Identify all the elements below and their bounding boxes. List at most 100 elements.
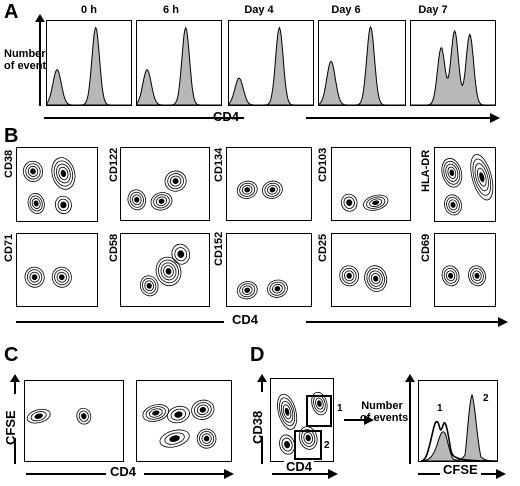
panel-d-dot-x-label: CD4: [284, 459, 315, 474]
contour-ring: [266, 279, 288, 298]
histogram-6h-plot: [137, 26, 221, 105]
contour-ring: [443, 160, 461, 185]
contour-ring: [363, 194, 389, 211]
contour-ring: [236, 180, 258, 199]
panel-b-x-arrow: [16, 317, 508, 327]
contour-ring: [373, 275, 379, 282]
marker-cd69: CD69: [420, 233, 432, 262]
contour-c-right-plot: [142, 399, 217, 449]
contour-cd122-plot: [127, 170, 187, 211]
contour-ring: [341, 267, 357, 284]
contour-ring: [269, 187, 276, 193]
contour-ring: [284, 407, 290, 416]
contour-ring: [165, 268, 172, 275]
contour-ring: [343, 196, 355, 209]
histogram-d-cfse: [418, 380, 498, 462]
contour-ring: [58, 166, 69, 181]
contour-ring: [479, 172, 485, 183]
contour-cd25-plot: [339, 265, 388, 292]
contour-ring: [199, 431, 215, 447]
contour-ring: [54, 269, 70, 286]
contour-ring: [148, 408, 163, 418]
histogram-day7-plot: [411, 29, 495, 105]
marker-cd122: CD122: [108, 147, 120, 182]
contour-ring: [364, 265, 388, 292]
contour-ring: [172, 178, 179, 185]
contour-ring: [344, 270, 355, 282]
contour-ring: [27, 165, 39, 177]
contour-cd69: [434, 233, 496, 307]
panel-c-y-label: CFSE: [3, 410, 18, 445]
marker-cd134: CD134: [213, 147, 225, 182]
panel-d-hist-y-label: Number of events: [360, 400, 408, 424]
contour-ring: [305, 434, 311, 442]
panel-d-y-label: CD38: [250, 410, 265, 444]
contour-ring: [163, 265, 174, 278]
contour-ring: [53, 160, 74, 187]
contour-ring: [139, 275, 159, 297]
contour-ring: [448, 199, 458, 211]
contour-ring: [368, 270, 383, 287]
contour-ring: [81, 413, 87, 420]
contour-ring: [267, 185, 278, 195]
hist-peak-label-1: 1: [437, 403, 443, 414]
panel-d-hist-x-label: CFSE: [440, 463, 481, 476]
contour-ring: [339, 265, 360, 287]
contour-ring: [279, 397, 296, 427]
contour-ring: [441, 265, 460, 287]
panel-letter-d: D: [250, 344, 265, 366]
contour-ring: [60, 169, 67, 178]
contour-ring: [470, 154, 494, 201]
timepoint-6h: 6 h: [163, 4, 179, 16]
contour-ring: [281, 437, 293, 452]
contour-ring: [145, 406, 166, 420]
contour-cd38: [16, 147, 98, 222]
panel-c-x-arrow: [26, 469, 234, 479]
panel-d-hist-y-label-line1: Number: [361, 400, 403, 412]
contour-ring: [78, 410, 89, 422]
contour-ring: [164, 170, 187, 192]
contour-ring: [445, 270, 456, 282]
contour-ring: [441, 158, 463, 188]
histogram-day6-plot: [319, 25, 405, 105]
contour-ring: [193, 402, 212, 418]
contour-ring: [340, 193, 358, 212]
contour-ring: [22, 160, 44, 182]
contour-ring: [239, 182, 256, 197]
contour-ring: [160, 262, 177, 281]
contour-ring: [280, 400, 294, 423]
panel-a-y-arrow: [35, 14, 45, 106]
gate-box-2: [294, 430, 322, 460]
panel-a-x-label: CD4: [213, 109, 240, 124]
contour-cd103-plot: [340, 193, 389, 212]
contour-ring: [446, 196, 460, 213]
contour-ring: [34, 413, 43, 419]
contour-ring: [56, 271, 68, 283]
contour-cd38-plot: [22, 157, 76, 215]
contour-cd122: [120, 147, 210, 221]
contour-ring: [54, 195, 72, 215]
marker-cd71: CD71: [3, 233, 15, 262]
panel-a-y-label-line1: Number: [4, 48, 46, 60]
histogram-day4-plot: [229, 26, 313, 105]
contour-ring: [170, 408, 187, 421]
contour-ring: [298, 426, 318, 450]
contour-ring: [236, 281, 258, 300]
contour-ring: [29, 271, 40, 283]
timepoint-day6: Day 6: [331, 4, 361, 16]
contour-cd25: [331, 233, 411, 307]
contour-ring: [311, 391, 328, 416]
contour-ring: [60, 201, 67, 209]
contour-ring: [155, 196, 168, 207]
histogram-curve: [137, 26, 221, 105]
panel-b-x-label: CD4: [232, 312, 259, 327]
contour-ring: [274, 286, 281, 292]
contour-ring: [317, 400, 322, 407]
contour-ring: [171, 243, 191, 265]
contour-ring: [448, 272, 454, 279]
contour-ring: [450, 201, 456, 208]
contour-ring: [146, 282, 152, 289]
contour-cd152: [226, 233, 312, 307]
contour-ring: [370, 273, 381, 285]
marker-cd38: CD38: [3, 149, 15, 178]
